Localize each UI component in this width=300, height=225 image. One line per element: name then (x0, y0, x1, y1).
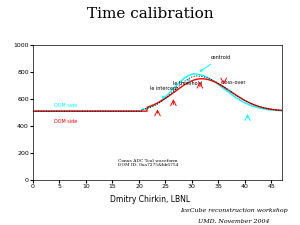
Text: DOM side: DOM side (54, 119, 77, 124)
Text: Conus ADC Tcal waveform
DOM ID: 0xa7275&bb6754: Conus ADC Tcal waveform DOM ID: 0xa7275&… (118, 159, 178, 167)
Text: Dmitry Chirkin, LBNL: Dmitry Chirkin, LBNL (110, 195, 190, 204)
Text: IceCube reconstruction workshop: IceCube reconstruction workshop (180, 208, 288, 213)
Text: le threshold: le threshold (173, 79, 202, 86)
Text: centroid: centroid (200, 55, 231, 71)
Text: cross-over: cross-over (221, 81, 247, 91)
Text: DOM side: DOM side (54, 103, 77, 108)
Text: Time calibration: Time calibration (87, 7, 213, 21)
Text: UMD, November 2004: UMD, November 2004 (198, 219, 270, 224)
Text: le intercept: le intercept (150, 86, 178, 98)
